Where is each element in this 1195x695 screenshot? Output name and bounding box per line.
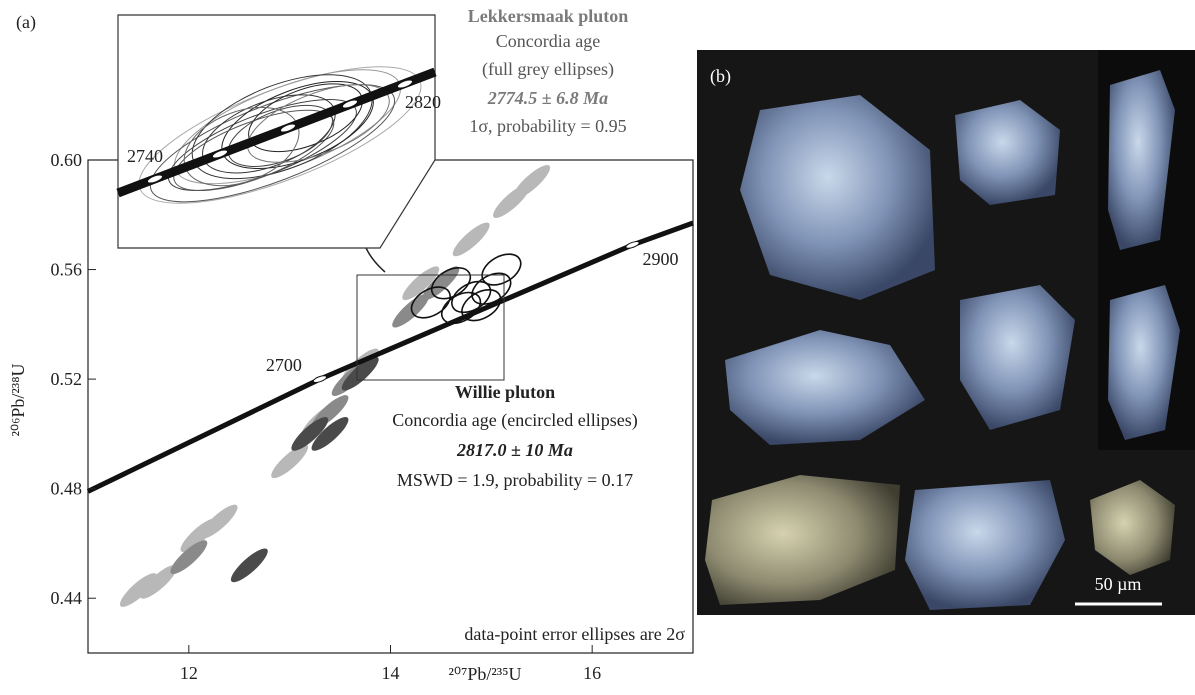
inset-age-markers (146, 79, 414, 184)
panel-label: (a) (16, 12, 36, 33)
scale-bar-label: 50 µm (1095, 574, 1142, 594)
error-ellipse (230, 548, 268, 583)
crystal (955, 100, 1060, 205)
age-label: 2700 (266, 355, 302, 375)
y-tick-label: 0.60 (51, 150, 83, 170)
age-marker (312, 375, 328, 383)
annotation-title: Willie pluton (455, 382, 555, 402)
inset-age-label: 2740 (127, 146, 163, 166)
y-tick-label: 0.48 (51, 479, 83, 499)
annotation-age: 2774.5 ± 6.8 Ma (487, 88, 608, 108)
annotation: Concordia age (496, 31, 600, 51)
panel-label: (b) (710, 66, 731, 87)
crystal (740, 95, 935, 300)
x-tick-label: 12 (180, 663, 198, 683)
x-tick-label: 14 (382, 663, 400, 683)
annotation-age: 2817.0 ± 10 Ma (456, 440, 573, 460)
crystal (705, 475, 900, 605)
y-tick-label: 0.52 (51, 369, 83, 389)
error-ellipse (513, 165, 551, 199)
error-ellipse (119, 573, 157, 607)
note: data-point error ellipses are 2σ (464, 624, 685, 644)
error-ellipse (451, 280, 492, 314)
zoom-box (356, 274, 505, 381)
error-ellipse (200, 504, 238, 539)
inset-age-label: 2820 (405, 92, 441, 112)
lekkersmaak-text: Lekkersmaak pluton Concordia age (full g… (468, 6, 629, 136)
annotation: MSWD = 1.9, probability = 0.17 (397, 470, 633, 490)
plot-area: 2700 2900 (86, 165, 694, 607)
error-ellipse (291, 417, 329, 451)
error-ellipse (471, 272, 512, 305)
crystal (1090, 480, 1175, 575)
error-ellipse (341, 356, 379, 391)
error-ellipse (140, 564, 178, 599)
error-ellipse (392, 293, 430, 328)
willie-text: Willie pluton Concordia age (encircled e… (392, 382, 637, 490)
annotation: 1σ, probability = 0.95 (469, 116, 626, 136)
annotation: Concordia age (encircled ellipses) (392, 410, 637, 431)
crystal (1108, 285, 1180, 440)
inset-concordia (116, 67, 437, 198)
x-tick-label: 16 (583, 663, 601, 683)
error-ellipse (271, 444, 309, 479)
crystal (960, 285, 1075, 430)
crystal (905, 480, 1065, 610)
age-label: 2900 (643, 249, 679, 269)
error-ellipse (481, 253, 522, 286)
y-tick-label: 0.44 (51, 588, 83, 608)
concordia-curve (86, 220, 694, 494)
annotation: (full grey ellipses) (482, 59, 614, 80)
error-ellipse (410, 286, 451, 319)
inset: 2740 2820 (116, 14, 441, 249)
y-tick-label: 0.56 (51, 260, 83, 280)
age-marker (625, 241, 640, 249)
annotation-title: Lekkersmaak pluton (468, 6, 629, 26)
x-axis-label: ²⁰⁷Pb/²³⁵U (449, 664, 522, 684)
error-ellipse (311, 417, 349, 451)
y-axis-label: ²⁰⁶Pb/²³⁸U (8, 364, 28, 437)
error-ellipse (170, 540, 208, 575)
crystal (1108, 70, 1175, 250)
panel-b-image: (b) 50 µm (697, 50, 1195, 615)
error-ellipse (452, 222, 490, 257)
crystal (725, 330, 925, 445)
